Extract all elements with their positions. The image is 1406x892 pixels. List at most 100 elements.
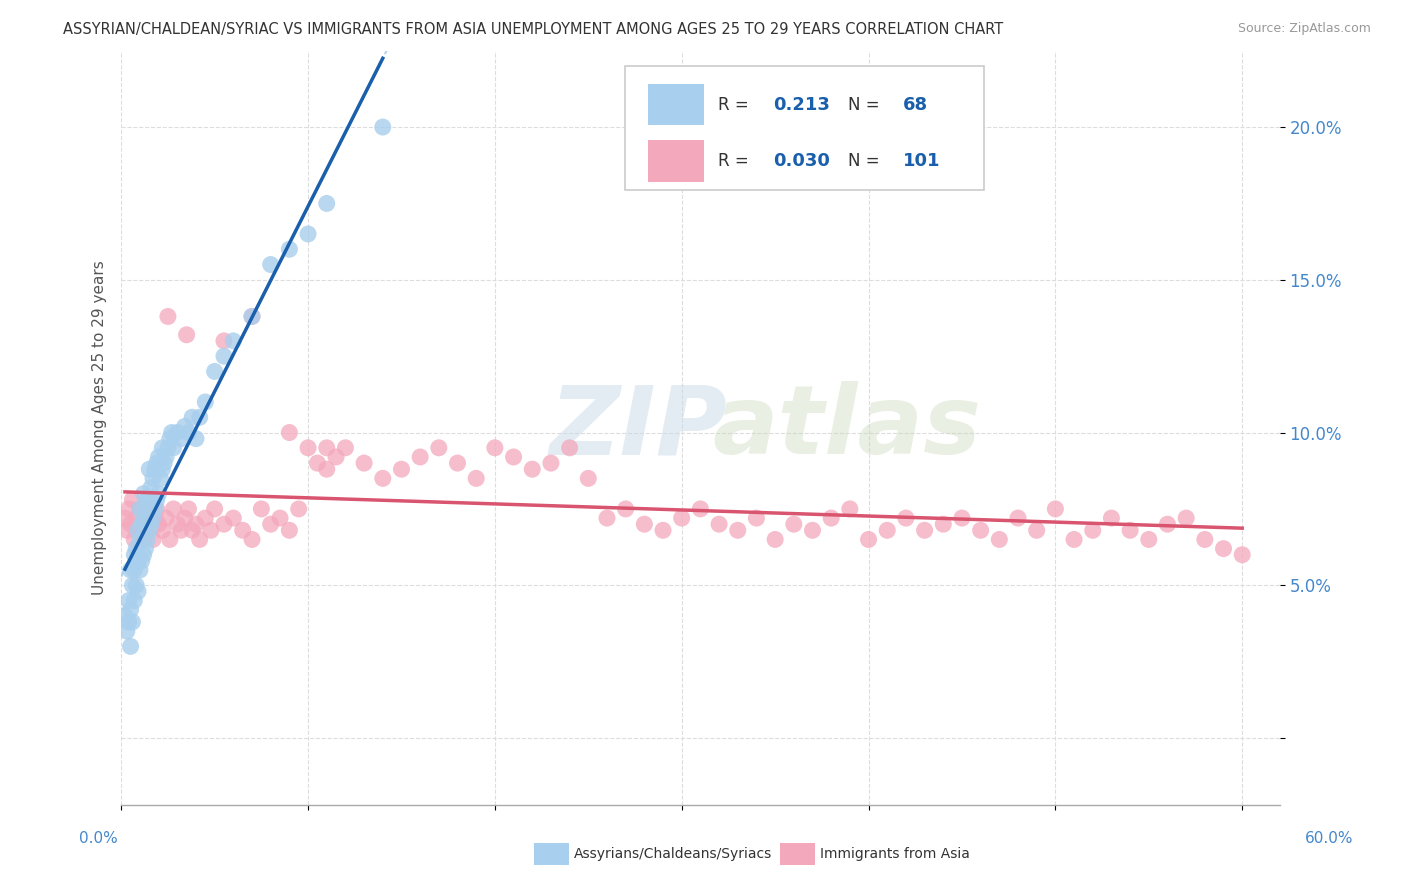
Point: [894, 511, 917, 525]
Point: [250, 502, 273, 516]
Point: [138, 524, 160, 538]
Point: [173, 511, 195, 525]
Point: [307, 456, 329, 470]
Point: [297, 441, 319, 455]
Point: [150, 524, 173, 538]
Point: [371, 120, 394, 134]
Point: [969, 524, 991, 538]
Point: [136, 492, 159, 507]
Point: [1081, 524, 1104, 538]
Point: [335, 441, 357, 455]
Point: [124, 563, 146, 577]
Point: [763, 533, 786, 547]
Point: [156, 310, 179, 324]
Point: [124, 548, 146, 562]
Point: [222, 334, 245, 348]
Point: [188, 410, 211, 425]
Point: [145, 492, 167, 507]
Text: Immigrants from Asia: Immigrants from Asia: [820, 847, 970, 861]
Point: [118, 593, 141, 607]
Point: [204, 364, 226, 378]
Point: [260, 517, 283, 532]
Point: [134, 541, 156, 556]
Point: [260, 258, 283, 272]
Point: [820, 511, 842, 525]
Text: R =: R =: [718, 95, 748, 113]
Point: [150, 441, 173, 455]
Point: [156, 441, 179, 455]
Point: [120, 603, 142, 617]
Point: [143, 502, 166, 516]
Point: [176, 327, 198, 342]
Point: [155, 450, 177, 464]
Point: [155, 511, 177, 525]
Point: [1063, 533, 1085, 547]
Point: [114, 608, 136, 623]
Text: N =: N =: [848, 152, 879, 169]
Point: [129, 563, 152, 577]
Point: [876, 524, 898, 538]
Point: [1099, 511, 1122, 525]
Point: [121, 615, 143, 629]
Point: [118, 502, 141, 516]
Point: [139, 517, 162, 532]
Point: [689, 502, 711, 516]
Point: [177, 502, 200, 516]
Point: [139, 481, 162, 495]
Point: [671, 511, 693, 525]
Text: Source: ZipAtlas.com: Source: ZipAtlas.com: [1237, 22, 1371, 36]
FancyBboxPatch shape: [648, 140, 704, 181]
Point: [707, 517, 730, 532]
Point: [315, 196, 337, 211]
Point: [858, 533, 880, 547]
Text: 60.0%: 60.0%: [1305, 831, 1353, 847]
Point: [727, 524, 749, 538]
Point: [148, 486, 170, 500]
Point: [148, 450, 170, 464]
Point: [240, 310, 263, 324]
Point: [596, 511, 619, 525]
Point: [145, 502, 167, 516]
Point: [1194, 533, 1216, 547]
Point: [134, 511, 156, 525]
Point: [125, 578, 148, 592]
Point: [232, 524, 254, 538]
Point: [143, 511, 166, 525]
Point: [1212, 541, 1234, 556]
Point: [138, 502, 160, 516]
Point: [114, 511, 136, 525]
Point: [558, 441, 581, 455]
Point: [240, 533, 263, 547]
Point: [139, 517, 162, 532]
FancyBboxPatch shape: [648, 84, 704, 126]
Point: [142, 511, 165, 525]
Point: [240, 310, 263, 324]
Point: [950, 511, 973, 525]
Point: [932, 517, 955, 532]
Point: [125, 511, 148, 525]
Point: [170, 524, 193, 538]
Point: [125, 541, 148, 556]
Point: [181, 524, 204, 538]
Point: [278, 242, 301, 256]
Point: [160, 425, 183, 440]
Y-axis label: Unemployment Among Ages 25 to 29 years: Unemployment Among Ages 25 to 29 years: [93, 260, 107, 595]
Point: [222, 511, 245, 525]
Point: [127, 554, 149, 568]
Point: [127, 584, 149, 599]
Text: 0.213: 0.213: [773, 95, 831, 113]
Text: R =: R =: [718, 152, 748, 169]
Point: [212, 517, 235, 532]
Point: [181, 410, 204, 425]
Point: [188, 533, 211, 547]
Point: [121, 578, 143, 592]
Point: [127, 524, 149, 538]
Point: [129, 533, 152, 547]
Point: [315, 462, 337, 476]
Point: [124, 593, 146, 607]
Point: [118, 615, 141, 629]
Point: [325, 450, 347, 464]
Point: [446, 456, 468, 470]
Point: [143, 462, 166, 476]
Point: [278, 524, 301, 538]
